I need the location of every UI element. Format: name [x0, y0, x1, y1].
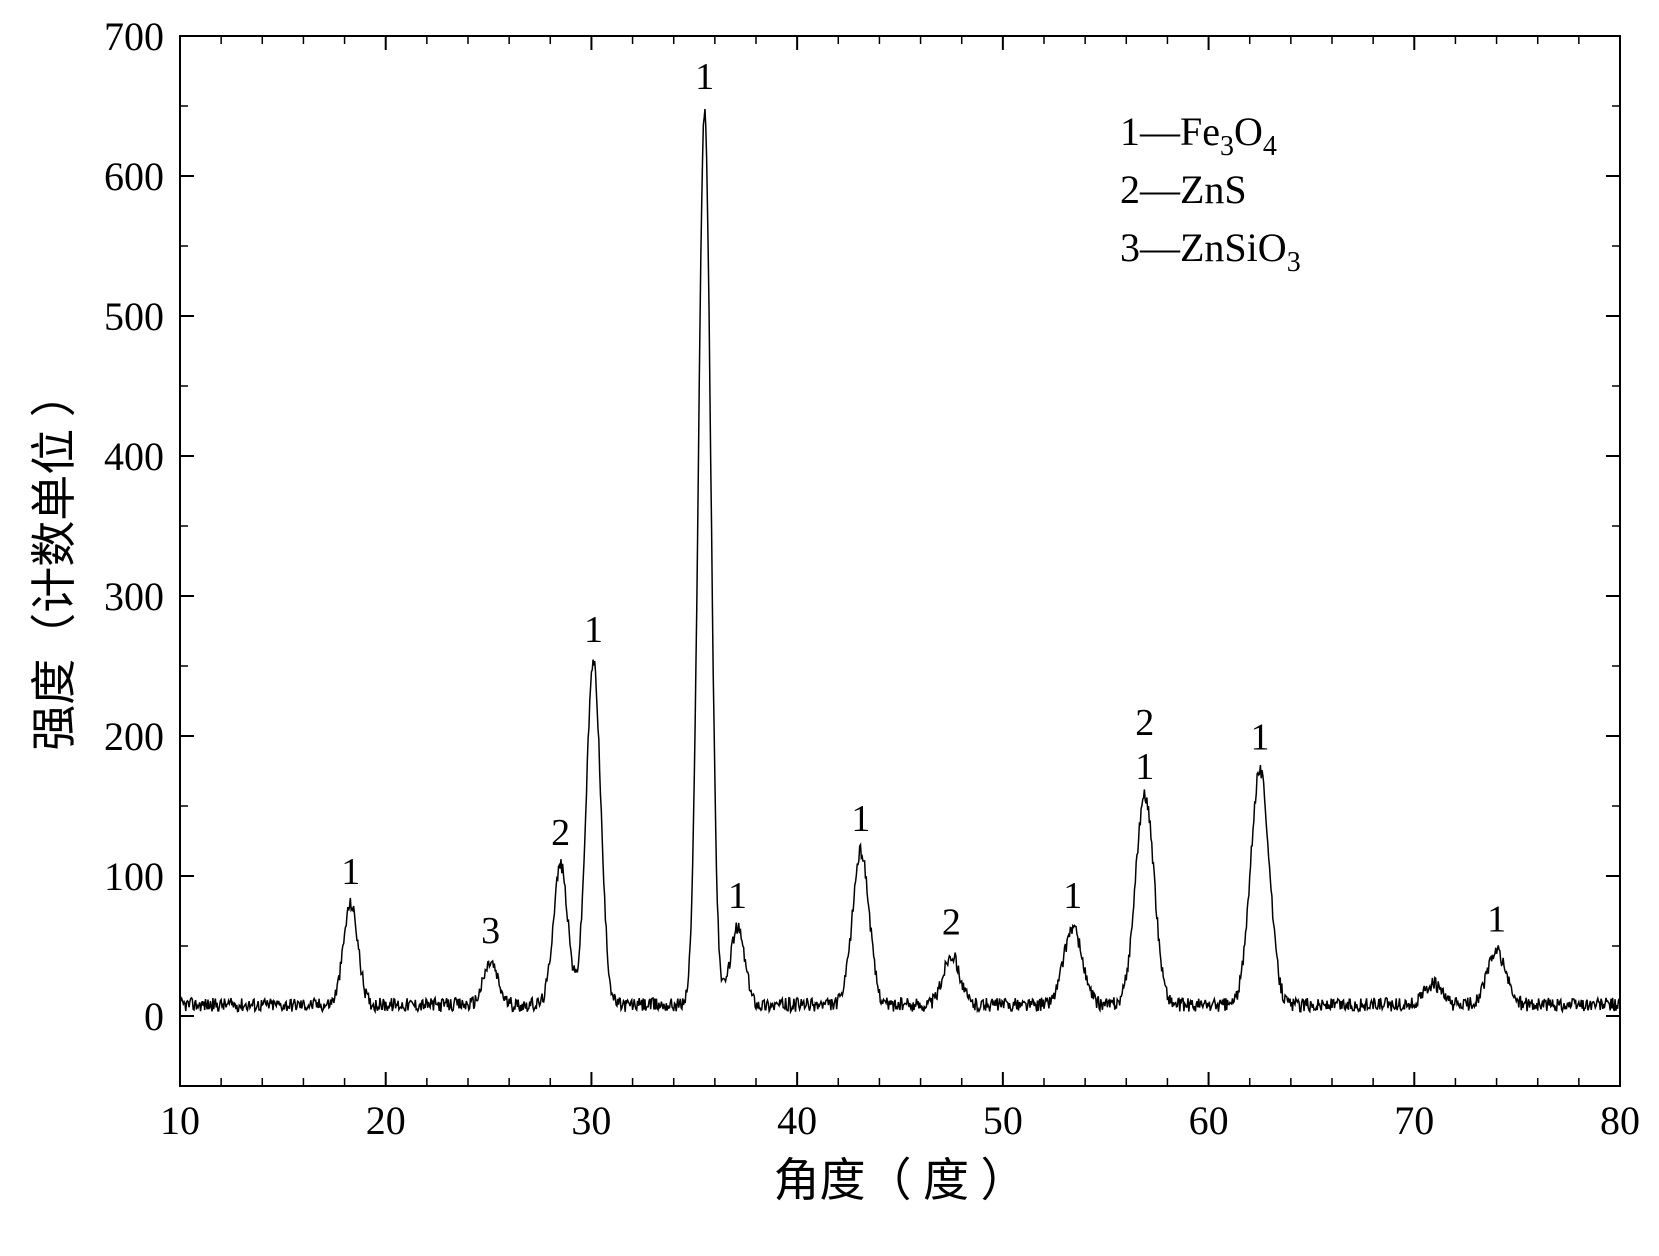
xrd-chart: 10 20 30 40 50 60 70 80 0 100 200 300 400 500 600 700 角度… [0, 0, 1659, 1256]
svg-text:40: 40 [777, 1098, 817, 1143]
svg-text:100: 100 [104, 854, 164, 899]
peak-label: 2 [942, 901, 961, 943]
peak-label: 1 [584, 609, 603, 651]
svg-text:700: 700 [104, 14, 164, 59]
peak-label: 1 [1063, 875, 1082, 917]
peak-label: 1 [341, 851, 360, 893]
svg-text:600: 600 [104, 154, 164, 199]
peak-label: 1 [728, 875, 747, 917]
svg-text:0: 0 [144, 994, 164, 1039]
legend-item: 1—Fe3O4 [1120, 109, 1277, 162]
svg-text:20: 20 [366, 1098, 406, 1143]
svg-text:200: 200 [104, 714, 164, 759]
svg-text:30: 30 [571, 1098, 611, 1143]
legend-item: 3—ZnSiO3 [1120, 225, 1301, 278]
svg-text:80: 80 [1600, 1098, 1640, 1143]
svg-text:强度（计数单位 ）: 强度（计数单位 ） [29, 371, 80, 751]
svg-text:400: 400 [104, 434, 164, 479]
svg-text:10: 10 [160, 1098, 200, 1143]
peak-label: 1 [851, 798, 870, 840]
peak-label: 1 [1487, 899, 1506, 941]
peak-label: 3 [481, 910, 500, 952]
peak-label: 1 [1251, 717, 1270, 759]
svg-text:角度（ 度 ）: 角度（ 度 ） [774, 1155, 1027, 1206]
svg-text:500: 500 [104, 294, 164, 339]
legend-item: 2—ZnS [1120, 167, 1247, 212]
svg-text:50: 50 [983, 1098, 1023, 1143]
peak-label: 1 [1135, 746, 1154, 788]
peak-label: 2 [551, 812, 570, 854]
xrd-trace [180, 109, 1619, 1012]
peak-label: 2 [1135, 702, 1154, 744]
svg-text:300: 300 [104, 574, 164, 619]
chart-svg: 10 20 30 40 50 60 70 80 0 100 200 300 400 500 600 700 角度… [0, 0, 1659, 1256]
peak-label: 1 [695, 56, 714, 98]
svg-text:70: 70 [1394, 1098, 1434, 1143]
svg-text:60: 60 [1189, 1098, 1229, 1143]
